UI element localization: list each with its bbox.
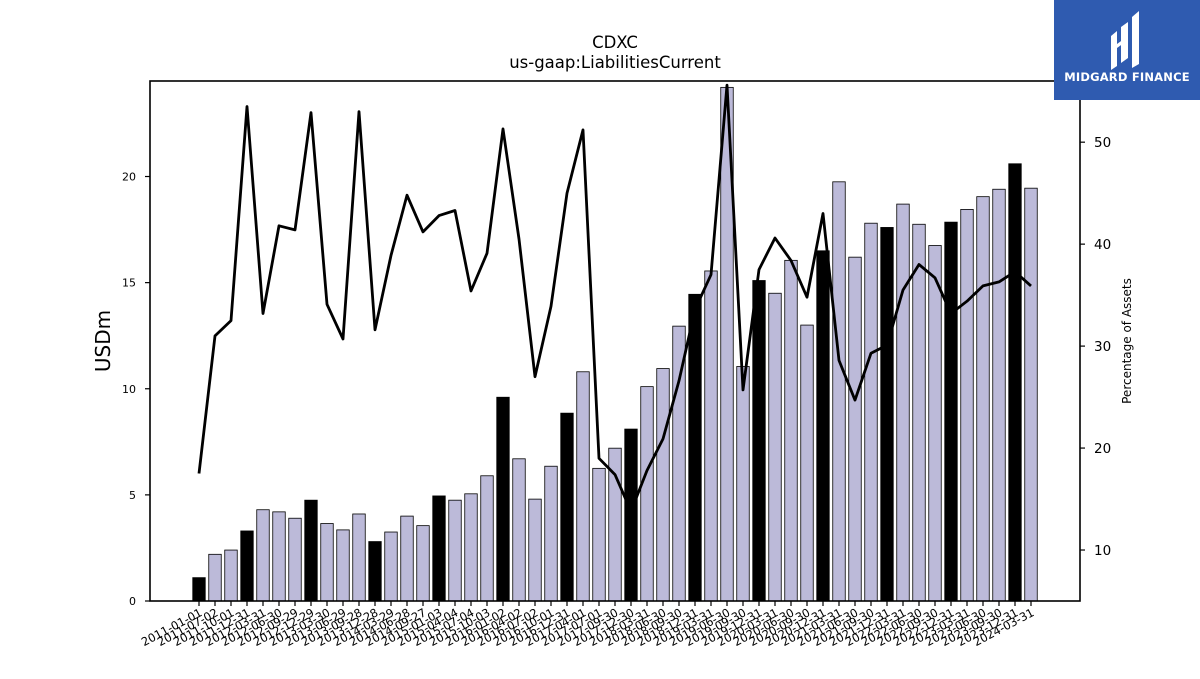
bars-layer [193, 87, 1038, 601]
y-axis-label: USDm [91, 310, 115, 372]
bar-2011-01-01 [193, 578, 206, 601]
bar-2016-01-02 [497, 397, 510, 601]
bar-2020-09-30 [801, 325, 814, 601]
bar-2022-03-31 [897, 204, 910, 601]
y2-tick-label: 50 [1094, 135, 1111, 151]
bar-2015-07-04 [465, 494, 478, 601]
bar-2011-12-31 [241, 531, 254, 601]
bar-2012-12-29 [305, 500, 318, 601]
logo-mark-icon [1054, 0, 1200, 100]
bar-2023-12-31 [1009, 164, 1022, 601]
y2-tick-label: 20 [1094, 441, 1111, 457]
bar-2018-12-31 [689, 294, 702, 601]
bar-2016-12-31 [561, 413, 574, 601]
bar-2014-09-27 [417, 526, 430, 601]
bar-2019-03-31 [705, 271, 718, 601]
bar-2020-06-30 [785, 260, 798, 601]
bar-2016-07-02 [529, 499, 542, 601]
bar-2022-09-30 [929, 245, 942, 601]
bar-2022-06-30 [913, 224, 926, 601]
bar-2018-03-31 [641, 387, 654, 601]
logo-text: MIDGARD FINANCE [1054, 70, 1200, 84]
bar-2019-12-31 [753, 281, 766, 601]
bar-2014-06-28 [401, 516, 414, 601]
bar-2013-09-28 [353, 514, 366, 601]
logo: MIDGARD FINANCE [1054, 0, 1200, 100]
y-tick-label: 0 [129, 595, 136, 608]
bar-2023-09-30 [993, 189, 1006, 601]
bar-2019-09-30 [737, 366, 750, 601]
chart-title: CDXC [592, 33, 638, 52]
bar-2013-12-28 [369, 542, 382, 601]
bar-2012-03-31 [257, 510, 270, 601]
bar-2013-03-30 [321, 524, 334, 601]
bar-2021-09-30 [865, 223, 878, 601]
y2-tick-label: 40 [1094, 237, 1111, 253]
bar-2012-09-29 [289, 518, 302, 601]
chart-subtitle: us-gaap:LiabilitiesCurrent [509, 53, 721, 72]
bar-2014-03-29 [385, 532, 398, 601]
bar-2022-12-31 [945, 222, 958, 601]
bar-2016-10-01 [545, 466, 558, 601]
bar-2012-06-30 [273, 512, 286, 601]
y-tick-label: 15 [122, 277, 136, 290]
bar-2013-06-29 [337, 530, 350, 601]
bar-2023-06-30 [977, 197, 990, 601]
bar-2017-07-01 [593, 468, 606, 601]
bar-2018-06-30 [657, 369, 670, 601]
bar-2016-04-02 [513, 459, 526, 601]
y2-axis-label: Percentage of Assets [1120, 278, 1134, 404]
bar-2021-06-30 [849, 257, 862, 601]
y2-tick-label: 30 [1094, 339, 1111, 355]
bar-2017-12-30 [625, 429, 638, 601]
bar-2023-03-31 [961, 209, 974, 601]
bar-2015-01-03 [433, 496, 446, 601]
bar-2015-04-04 [449, 500, 462, 601]
bar-2011-07-02 [209, 554, 222, 601]
bar-2020-12-31 [817, 251, 830, 601]
bar-2017-04-01 [577, 372, 590, 601]
y2-tick-label: 10 [1094, 543, 1111, 559]
y-tick-label: 5 [129, 489, 136, 502]
bar-2024-03-31 [1025, 188, 1038, 601]
bar-2021-03-31 [833, 182, 846, 601]
bar-2015-10-03 [481, 476, 494, 601]
bar-2021-12-31 [881, 227, 894, 601]
y-tick-label: 20 [122, 171, 136, 184]
y-tick-label: 10 [122, 383, 136, 396]
bar-2011-10-01 [225, 550, 238, 601]
bar-2020-03-31 [769, 293, 782, 601]
